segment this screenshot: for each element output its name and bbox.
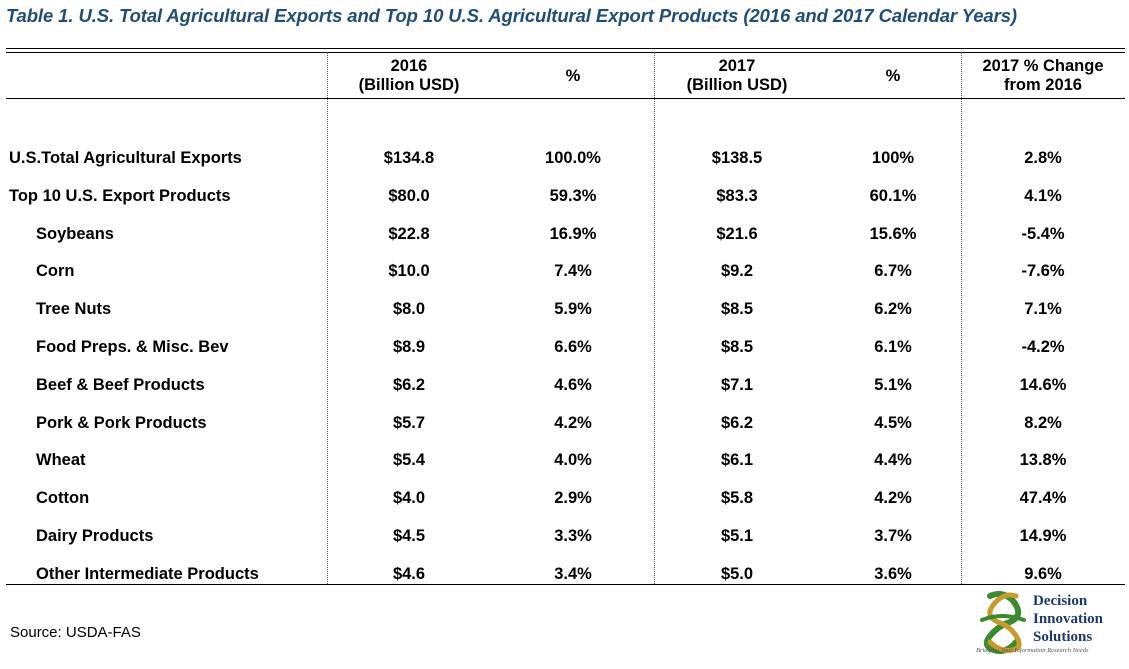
value-2017: $5.0 — [720, 565, 754, 583]
row-label: U.S.Total Agricultural Exports — [9, 149, 242, 167]
row-label: Tree Nuts — [36, 300, 112, 318]
row-label: Soybeans — [36, 225, 114, 243]
row-label: Dairy Products — [36, 527, 154, 545]
pct-2017: 15.6% — [869, 225, 917, 243]
value-2017: $83.3 — [716, 187, 758, 205]
row-label: Other Intermediate Products — [36, 565, 259, 583]
value-2017: $5.1 — [720, 527, 754, 545]
header-2016-unit: (Billion USD) — [358, 76, 460, 94]
row-label: Cotton — [36, 489, 90, 507]
logo-line2: Innovation — [1033, 611, 1104, 627]
pct-2017: 5.1% — [874, 376, 912, 394]
logo-tagline: Bridging Your Information Research Needs — [976, 647, 1089, 654]
pct-2016: 4.6% — [554, 376, 592, 394]
pct-change: 14.9% — [1019, 527, 1067, 545]
value-2016: $80.0 — [388, 187, 430, 205]
pct-change: -7.6% — [1021, 262, 1065, 280]
pct-change: 13.8% — [1019, 451, 1067, 469]
value-2016: $8.9 — [392, 338, 426, 356]
pct-2017: 100% — [871, 149, 915, 167]
pct-2017: 3.6% — [874, 565, 912, 583]
pct-change: 8.2% — [1024, 414, 1062, 432]
value-2016: $8.0 — [392, 300, 426, 318]
row-label: Pork & Pork Products — [36, 414, 207, 432]
table-top-border — [6, 48, 1125, 53]
pct-2016: 4.2% — [554, 414, 592, 432]
row-label: Wheat — [36, 451, 86, 469]
row-label: Corn — [36, 262, 75, 280]
pct-change: 7.1% — [1024, 300, 1062, 318]
value-2017: $138.5 — [711, 149, 763, 167]
value-2017: $6.2 — [720, 414, 754, 432]
value-2016: $6.2 — [392, 376, 426, 394]
value-2016: $10.0 — [388, 262, 430, 280]
pct-2017: 6.7% — [874, 262, 912, 280]
value-2017: $5.8 — [720, 489, 754, 507]
header-2016-year: 2016 — [390, 57, 428, 75]
header-pct-2016: % — [565, 67, 581, 85]
value-2016: $22.8 — [388, 225, 430, 243]
pct-2017: 4.4% — [874, 451, 912, 469]
table-title: Table 1. U.S. Total Agricultural Exports… — [6, 5, 1017, 26]
pct-2017: 6.1% — [874, 338, 912, 356]
pct-2016: 7.4% — [554, 262, 592, 280]
pct-change: 2.8% — [1024, 149, 1062, 167]
pct-2017: 3.7% — [874, 527, 912, 545]
pct-2016: 2.9% — [554, 489, 592, 507]
pct-2016: 4.0% — [554, 451, 592, 469]
source-note: Source: USDA-FAS — [10, 624, 141, 641]
column-divider — [327, 52, 328, 584]
decision-innovation-solutions-logo — [980, 591, 1026, 654]
pct-2016: 59.3% — [549, 187, 597, 205]
column-divider — [961, 52, 962, 584]
pct-change: -5.4% — [1021, 225, 1065, 243]
pct-change: 47.4% — [1019, 489, 1067, 507]
row-label: Top 10 U.S. Export Products — [9, 187, 231, 205]
pct-2017: 6.2% — [874, 300, 912, 318]
header-change: 2017 % Change from 2016 — [982, 57, 1103, 95]
header-change-line2: from 2016 — [1004, 76, 1082, 94]
pct-change: 9.6% — [1024, 565, 1062, 583]
table-bottom-border — [6, 584, 1125, 585]
header-2017: 2017 (Billion USD) — [687, 57, 788, 95]
value-2016: $4.5 — [392, 527, 426, 545]
pct-change: -4.2% — [1021, 338, 1065, 356]
value-2017: $6.1 — [720, 451, 754, 469]
header-2017-unit: (Billion USD) — [686, 76, 788, 94]
value-2017: $8.5 — [720, 338, 754, 356]
value-2016: $134.8 — [383, 149, 435, 167]
row-label: Food Preps. & Misc. Bev — [36, 338, 229, 356]
header-2016: 2016 (Billion USD) — [359, 57, 460, 95]
value-2017: $7.1 — [720, 376, 754, 394]
logo-line1: Decision — [1033, 593, 1088, 609]
pct-2017: 4.5% — [874, 414, 912, 432]
value-2017: $21.6 — [716, 225, 758, 243]
pct-change: 4.1% — [1024, 187, 1062, 205]
header-change-line1: 2017 % Change — [982, 57, 1104, 75]
pct-2016: 5.9% — [554, 300, 592, 318]
pct-2016: 3.4% — [554, 565, 592, 583]
column-divider — [654, 52, 655, 584]
row-label: Beef & Beef Products — [36, 376, 205, 394]
value-2016: $4.0 — [392, 489, 426, 507]
header-pct-2017: % — [885, 67, 901, 85]
pct-change: 14.6% — [1019, 376, 1067, 394]
header-bottom-border — [6, 98, 1125, 99]
logo-line3: Solutions — [1033, 629, 1093, 645]
value-2017: $9.2 — [720, 262, 754, 280]
value-2017: $8.5 — [720, 300, 754, 318]
value-2016: $5.7 — [392, 414, 426, 432]
pct-2016: 3.3% — [554, 527, 592, 545]
header-2017-year: 2017 — [718, 57, 756, 75]
pct-2017: 4.2% — [874, 489, 912, 507]
value-2016: $5.4 — [392, 451, 426, 469]
pct-2016: 16.9% — [549, 225, 597, 243]
pct-2016: 100.0% — [545, 149, 601, 167]
value-2016: $4.6 — [392, 565, 426, 583]
pct-2017: 60.1% — [869, 187, 917, 205]
pct-2016: 6.6% — [554, 338, 592, 356]
